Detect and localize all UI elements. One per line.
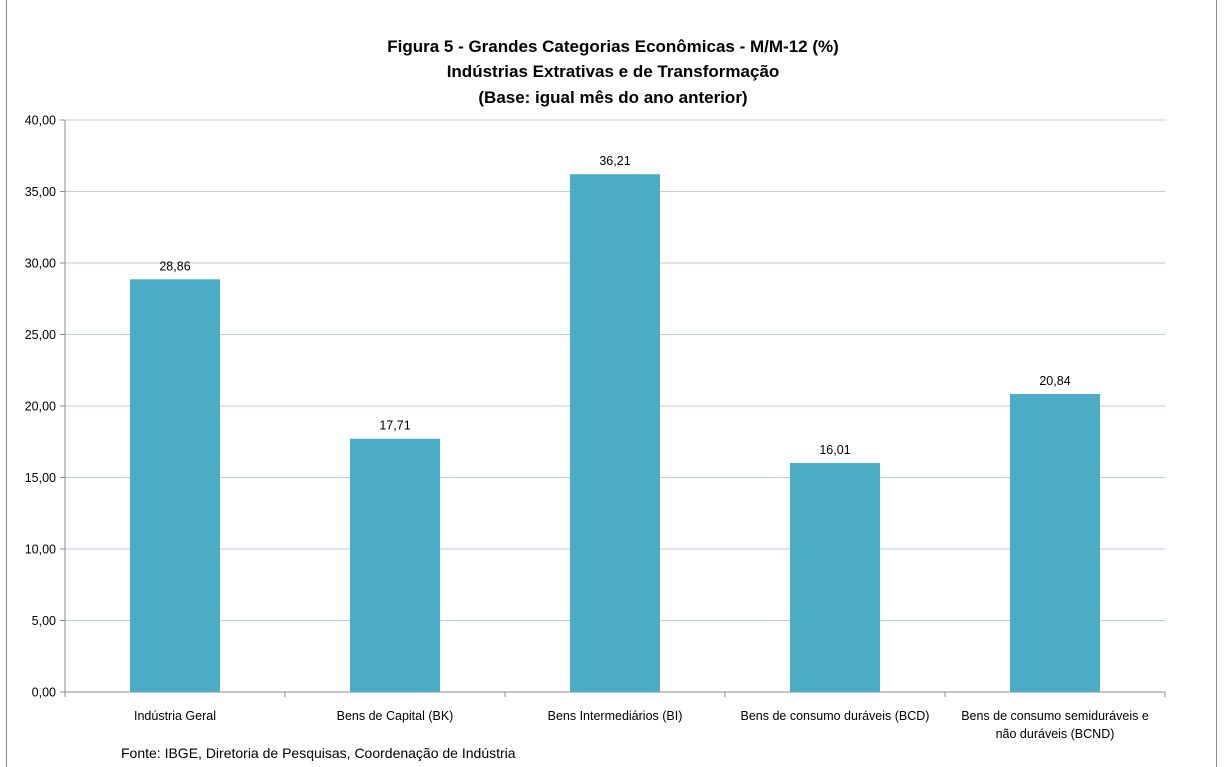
data-labels: 28,86 17,71 36,21 16,01 20,84: [159, 154, 1070, 457]
category-label: Bens de Capital (BK): [337, 709, 454, 723]
y-tick-label: 35,00: [25, 185, 56, 199]
y-tick-label: 20,00: [25, 400, 56, 414]
y-tick-label: 15,00: [25, 471, 56, 485]
data-label: 20,84: [1039, 374, 1070, 388]
data-label: 28,86: [159, 259, 190, 273]
bar: [1010, 393, 1100, 692]
bars: [130, 174, 1100, 692]
category-label: Bens de consumo duráveis (BCD): [741, 709, 930, 723]
y-tick-labels: 0,00 5,00 10,00 15,00 20,00 25,00 30,00 35,00 40…: [25, 114, 56, 700]
bar: [350, 438, 440, 692]
y-tick-label: 40,00: [25, 114, 56, 128]
bar-chart: Figura 5 - Grandes Categorias Econômicas…: [25, 37, 1166, 761]
data-label: 17,71: [379, 419, 410, 433]
chart-title: Figura 5 - Grandes Categorias Econômicas…: [387, 37, 839, 107]
y-tick-label: 0,00: [32, 686, 56, 700]
chart-title-line-3: (Base: igual mês do ano anterior): [478, 88, 747, 107]
bar: [130, 279, 220, 692]
category-label: Bens de consumo semiduráveis e: [961, 709, 1149, 723]
chart-frame: Figura 5 - Grandes Categorias Econômicas…: [6, 0, 1217, 767]
y-tick-label: 30,00: [25, 257, 56, 271]
x-category-labels: Indústria Geral Bens de Capital (BK) Bens …: [134, 709, 1149, 741]
y-tick-label: 5,00: [32, 614, 56, 628]
bar: [790, 463, 880, 692]
y-tick-label: 25,00: [25, 328, 56, 342]
chart-title-line-1: Figura 5 - Grandes Categorias Econômicas…: [387, 37, 839, 56]
chart-title-line-2: Indústrias Extrativas e de Transformação: [447, 62, 780, 81]
data-label: 16,01: [819, 443, 850, 457]
bar: [570, 174, 660, 692]
y-tick-label: 10,00: [25, 543, 56, 557]
source-note: Fonte: IBGE, Diretoria de Pesquisas, Coo…: [121, 745, 516, 761]
data-label: 36,21: [599, 154, 630, 168]
category-label: não duráveis (BCND): [996, 727, 1115, 741]
category-label: Bens Intermediários (BI): [548, 709, 683, 723]
category-label: Indústria Geral: [134, 709, 216, 723]
